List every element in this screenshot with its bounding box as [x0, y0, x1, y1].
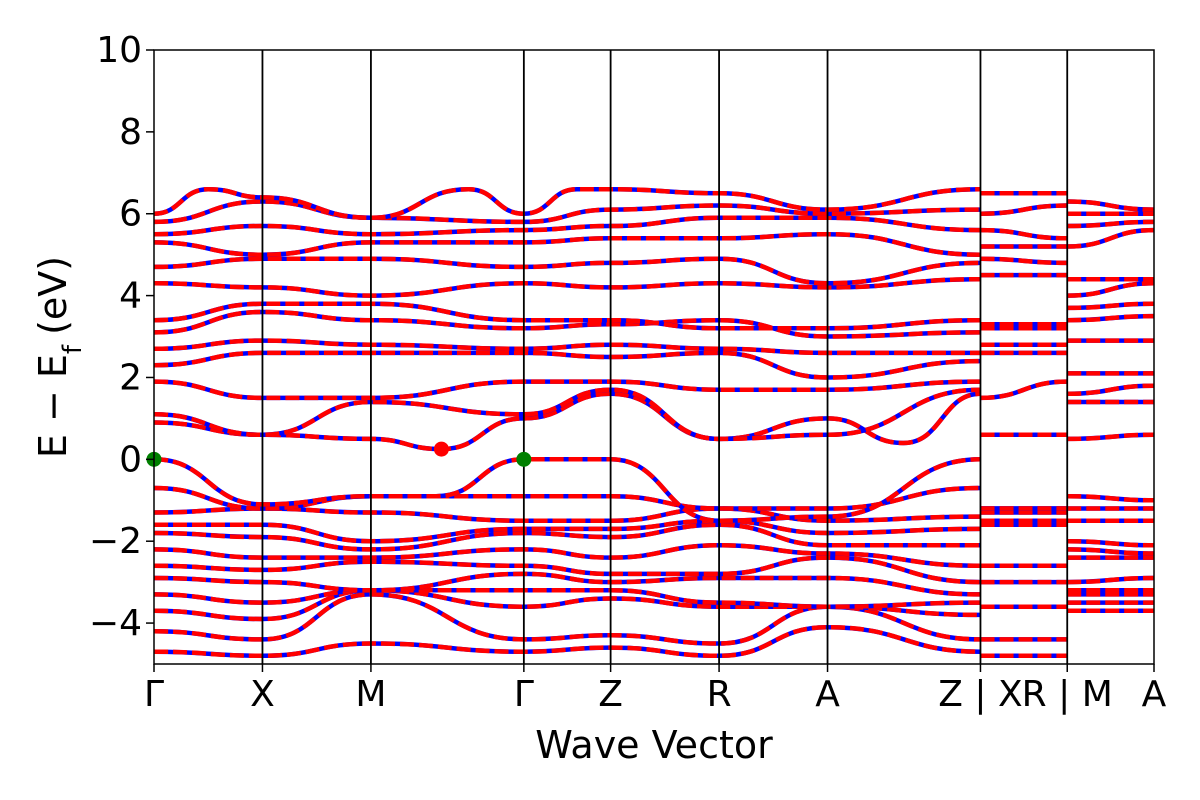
band-c9-seg0: [154, 256, 981, 286]
band-c10-seg2: [1067, 227, 1154, 249]
y-tick-label-0: −4: [89, 603, 142, 644]
x-tick-label-7: Z | X: [938, 674, 1022, 715]
special-points: [146, 441, 532, 467]
band-c6-seg2: [1067, 313, 1154, 323]
band-c11-seg1: [980, 227, 1068, 241]
band-v11-seg2: [1067, 493, 1154, 503]
x-tick-label-1: X: [250, 674, 275, 715]
x-tick-label-2: M: [355, 674, 386, 715]
y-tick-label-5: 6: [119, 194, 142, 235]
special-point-cbm-2: [433, 441, 449, 457]
x-tick-label-4: Z: [598, 674, 623, 715]
y-axis-title-unit: (eV): [31, 256, 75, 335]
x-tick-label-8: R | M: [1022, 674, 1113, 715]
band-c11-seg2: [1067, 219, 1154, 229]
band-c6-seg0-base: [154, 309, 981, 339]
x-axis-title: Wave Vector: [535, 723, 773, 767]
kpoint-lines: [261, 50, 1069, 664]
y-tick-label-3: 2: [119, 357, 142, 398]
band-c3-seg1: [980, 379, 1068, 401]
x-tick-label-0: Γ: [144, 674, 164, 715]
y-axis-title-main: E − E: [31, 354, 75, 458]
band-v5-seg2: [1067, 575, 1154, 585]
y-axis: −4 −2 0 2 4 6 8 10: [89, 30, 154, 644]
band-c8-seg2: [1067, 281, 1154, 298]
y-tick-label-2: 0: [119, 439, 142, 480]
y-tick-label-4: 4: [119, 276, 142, 317]
band-c9-seg1: [980, 256, 1068, 266]
y-tick-label-6: 8: [119, 112, 142, 153]
band-v7-seg2: [1067, 547, 1154, 556]
x-tick-label-5: R: [707, 674, 732, 715]
y-axis-title-sub: f: [58, 344, 88, 354]
y-tick-label-7: 10: [96, 30, 142, 71]
band-c4-seg0-base: [154, 350, 981, 380]
y-axis-title: E − Ef (eV): [31, 256, 88, 458]
band-v1-seg0: [154, 624, 981, 659]
band-c3-seg2: [1067, 383, 1154, 397]
bands-layer: [154, 186, 1154, 659]
special-point-vbm-1: [516, 451, 532, 467]
band-c1-seg2: [1067, 432, 1154, 442]
band-c12-seg0: [154, 199, 981, 225]
y-tick-label-1: −2: [89, 521, 142, 562]
plot-frame: [153, 49, 1155, 665]
band-v8-seg2: [1067, 538, 1154, 548]
band-c3-seg0: [154, 379, 981, 401]
band-v1-seg0-base: [154, 624, 981, 659]
band-c10-seg0: [154, 231, 981, 257]
band-c9-seg0-base: [154, 256, 981, 286]
band-v8-seg0: [154, 522, 981, 552]
band-c1-seg0: [154, 391, 981, 452]
band-c13-seg2: [1067, 199, 1154, 212]
band-v12-seg0: [154, 457, 981, 523]
band-c7-seg2: [1067, 301, 1154, 311]
band-c12-seg1: [980, 203, 1068, 216]
x-tick-label-3: Γ: [514, 674, 534, 715]
x-tick-label-6: A: [815, 674, 840, 715]
x-tick-label-9: A: [1142, 674, 1167, 715]
